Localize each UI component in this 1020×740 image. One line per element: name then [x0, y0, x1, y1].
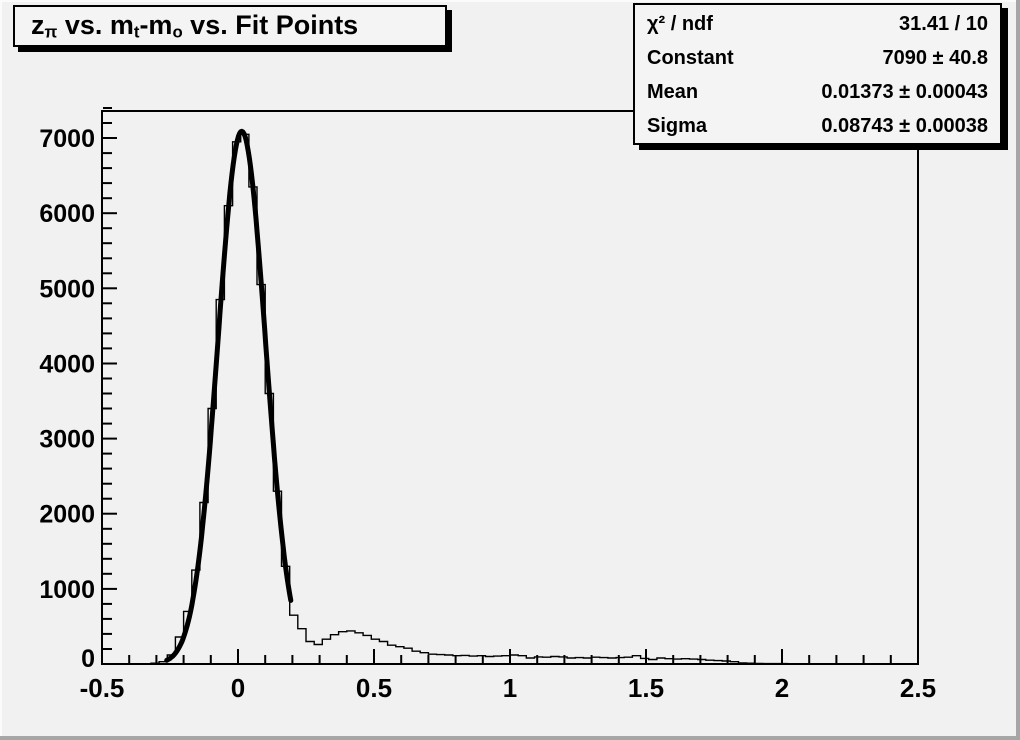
svg-text:2000: 2000 [39, 501, 95, 529]
svg-text:6000: 6000 [39, 200, 95, 228]
svg-text:2: 2 [775, 673, 789, 703]
svg-text:5000: 5000 [39, 275, 95, 303]
x-axis-tick-labels: -0.5 0 0.5 1 1.5 2 2.5 [80, 673, 936, 703]
stat-value: 31.41 / 10 [899, 13, 988, 35]
stat-label: Sigma [647, 115, 708, 137]
y-axis-ticks [103, 107, 117, 665]
stats-row-constant: Constant 7090 ± 40.8 [647, 41, 988, 75]
svg-text:1.5: 1.5 [628, 673, 664, 703]
svg-text:4000: 4000 [39, 351, 95, 379]
histogram-steps [102, 133, 918, 665]
plot-title: zπ vs. mt-mo vs. Fit Points [31, 9, 359, 42]
stat-label: Mean [647, 81, 699, 103]
svg-text:-0.5: -0.5 [80, 673, 125, 703]
stat-label: Constant [647, 47, 734, 69]
svg-text:0: 0 [81, 645, 95, 673]
gaussian-fit-curve [164, 128, 294, 663]
stat-value: 0.08743 ± 0.00038 [821, 115, 988, 137]
fit-stats-box: χ² / ndf 31.41 / 10 Constant 7090 ± 40.8… [633, 3, 1002, 145]
svg-text:1: 1 [503, 673, 517, 703]
plot-title-box: zπ vs. mt-mo vs. Fit Points [13, 5, 447, 47]
plot-frame [101, 110, 919, 665]
stat-value: 0.01373 ± 0.00043 [821, 81, 988, 103]
svg-text:0.5: 0.5 [356, 673, 392, 703]
stats-row-chi2: χ² / ndf 31.41 / 10 [647, 7, 988, 41]
svg-text:1000: 1000 [39, 576, 95, 604]
svg-text:2.5: 2.5 [900, 673, 936, 703]
stats-row-sigma: Sigma 0.08743 ± 0.00038 [647, 109, 988, 143]
stats-row-mean: Mean 0.01373 ± 0.00043 [647, 75, 988, 109]
canvas-bevel-top [0, 0, 1020, 2]
y-axis-tick-labels: 0 1000 2000 3000 4000 5000 6000 7000 [39, 125, 95, 673]
canvas-bevel-left [0, 0, 2, 740]
stat-value: 7090 ± 40.8 [882, 47, 988, 69]
x-axis-ticks [101, 649, 919, 663]
canvas-bevel-bottom [0, 736, 1020, 740]
svg-text:0: 0 [231, 673, 245, 703]
svg-text:7000: 7000 [39, 125, 95, 153]
stat-label: χ² / ndf [647, 13, 713, 35]
svg-text:3000: 3000 [39, 426, 95, 454]
canvas-bevel-right [1016, 0, 1020, 740]
